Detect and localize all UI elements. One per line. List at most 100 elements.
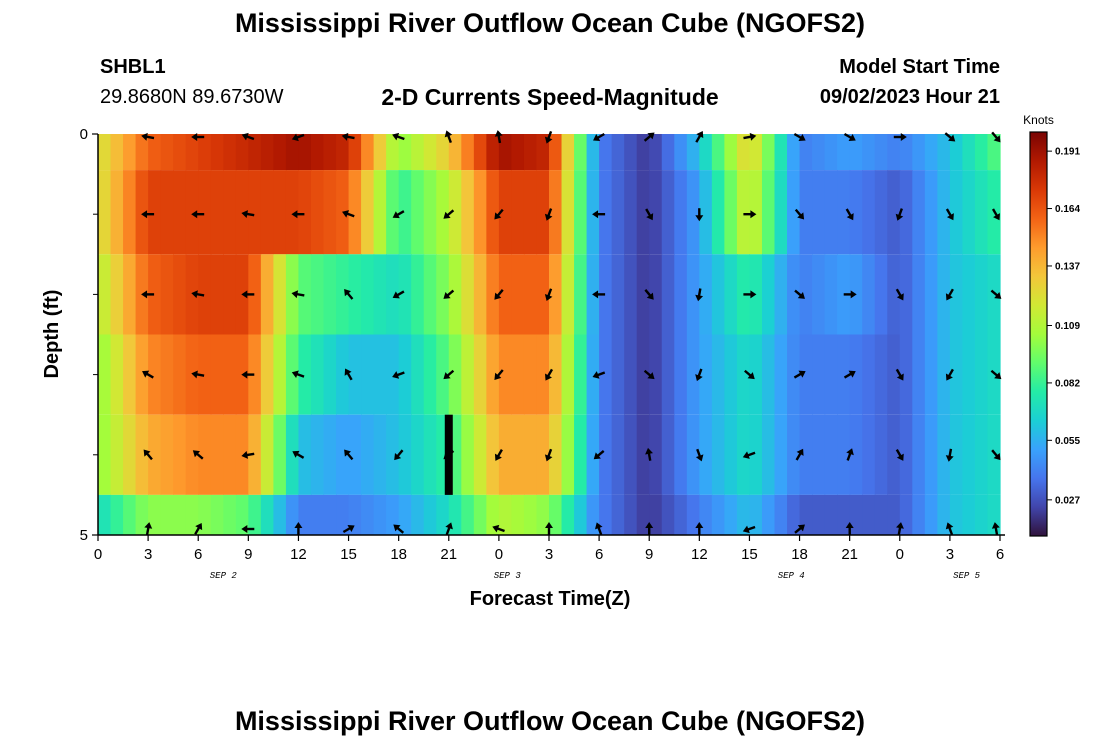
heatmap-cell xyxy=(724,334,738,415)
heatmap-cell xyxy=(536,334,550,415)
heatmap-cell xyxy=(711,254,725,335)
arrow-head xyxy=(646,213,654,221)
x-tick-label: 0 xyxy=(94,546,102,563)
current-arrow xyxy=(695,130,704,143)
heatmap-cell xyxy=(962,134,976,171)
heatmap-cell xyxy=(160,254,174,335)
arrow-head xyxy=(494,453,502,461)
heatmap-cell xyxy=(661,414,675,495)
heatmap-cell xyxy=(148,254,162,335)
arrow-head xyxy=(696,130,704,139)
heatmap-cell xyxy=(561,254,575,335)
current-arrow xyxy=(191,290,205,299)
heatmap-cell xyxy=(599,494,613,535)
current-arrow xyxy=(291,370,305,379)
arrow-head xyxy=(294,522,303,528)
station-id: SHBL1 xyxy=(100,56,166,78)
current-arrow xyxy=(742,525,756,534)
arrow-head xyxy=(241,451,249,459)
heatmap-cell xyxy=(974,134,989,171)
heatmap-cell xyxy=(361,494,375,535)
chart-title: Mississippi River Outflow Ocean Cube (NG… xyxy=(234,8,866,38)
current-arrow xyxy=(593,450,605,460)
heatmap-cell xyxy=(361,254,375,335)
heatmap-cell xyxy=(774,494,788,535)
heatmap-cell xyxy=(411,170,425,255)
heatmap-cell xyxy=(699,414,713,495)
current-arrow xyxy=(443,209,455,219)
heatmap-cell xyxy=(812,414,826,495)
arrow-head xyxy=(797,212,805,220)
arrow-head xyxy=(291,133,299,142)
heatmap-cell xyxy=(386,414,400,495)
heatmap-cell xyxy=(210,254,224,335)
heatmap-cell xyxy=(173,134,187,171)
arrow-head xyxy=(948,134,956,142)
heatmap-cell xyxy=(148,170,162,255)
x-tick-label: 3 xyxy=(545,546,553,563)
arrow-head xyxy=(594,522,603,530)
arrow-head xyxy=(544,293,553,301)
current-arrow xyxy=(843,370,856,379)
station-coordinates: 29.8680N 89.6730W xyxy=(100,86,284,108)
current-arrow xyxy=(896,522,904,536)
heatmap-cell xyxy=(448,494,462,535)
heatmap-cell xyxy=(774,414,788,495)
heatmap-cell xyxy=(924,254,938,335)
current-arrow xyxy=(392,371,405,379)
heatmap-cell xyxy=(924,494,938,535)
colorbar-tick-label: 0.055 xyxy=(1055,436,1080,447)
heatmap-cell xyxy=(411,134,425,171)
heatmap-cell xyxy=(498,494,513,535)
heatmap-cell xyxy=(699,334,713,415)
heatmap-cell xyxy=(348,254,362,335)
arrow-head xyxy=(742,451,750,459)
current-arrow xyxy=(742,451,756,459)
heatmap-cell xyxy=(937,494,951,535)
current-arrow xyxy=(342,525,355,534)
heatmap-cell xyxy=(336,414,350,495)
heatmap-cell xyxy=(310,254,325,335)
heatmap-cell xyxy=(348,170,362,255)
heatmap-cell xyxy=(486,254,500,335)
arrow-head xyxy=(647,372,655,380)
heatmap-cell xyxy=(724,494,738,535)
heatmap-cell xyxy=(235,134,249,171)
heatmap-cell xyxy=(837,414,851,495)
heatmap-cell xyxy=(273,334,287,415)
heatmap-cell xyxy=(110,414,124,495)
model-start-value: 09/02/2023 Hour 21 xyxy=(819,86,1000,108)
heatmap-cell xyxy=(210,334,224,415)
heatmap-cell xyxy=(511,134,525,171)
heatmap-cell xyxy=(962,170,976,255)
heatmap-cell xyxy=(511,494,525,535)
arrow-head xyxy=(142,370,150,378)
heatmap xyxy=(98,134,1001,535)
heatmap-cell xyxy=(248,170,262,255)
heatmap-cell xyxy=(924,334,938,415)
heatmap-cell xyxy=(974,414,989,495)
heatmap-cell xyxy=(285,494,300,535)
heatmap-cell xyxy=(473,170,487,255)
current-arrow xyxy=(643,132,655,142)
heatmap-cell xyxy=(486,334,500,415)
heatmap-cell xyxy=(361,414,375,495)
heatmap-cell xyxy=(912,334,926,415)
heatmap-cell xyxy=(862,134,876,171)
arrow-head xyxy=(191,210,198,219)
axes: 0 3 6 9 12 15 18 21 0 3 6 9 12 15 18 21 0 3 6 SEP 2 SEP 3 SEP… xyxy=(80,126,1005,581)
heatmap-cell xyxy=(423,134,437,171)
heatmap-cell xyxy=(285,334,300,415)
heatmap-cell xyxy=(749,170,763,255)
heatmap-cell xyxy=(436,170,450,255)
heatmap-cell xyxy=(173,254,187,335)
heatmap-cell xyxy=(549,134,563,171)
heatmap-cell xyxy=(123,254,137,335)
arrow-head xyxy=(798,134,806,141)
current-arrow xyxy=(141,290,155,299)
heatmap-cell xyxy=(511,254,525,335)
heatmap-cell xyxy=(386,134,400,171)
heatmap-cell xyxy=(298,254,312,335)
current-arrow xyxy=(443,450,455,460)
current-arrow xyxy=(241,210,255,218)
